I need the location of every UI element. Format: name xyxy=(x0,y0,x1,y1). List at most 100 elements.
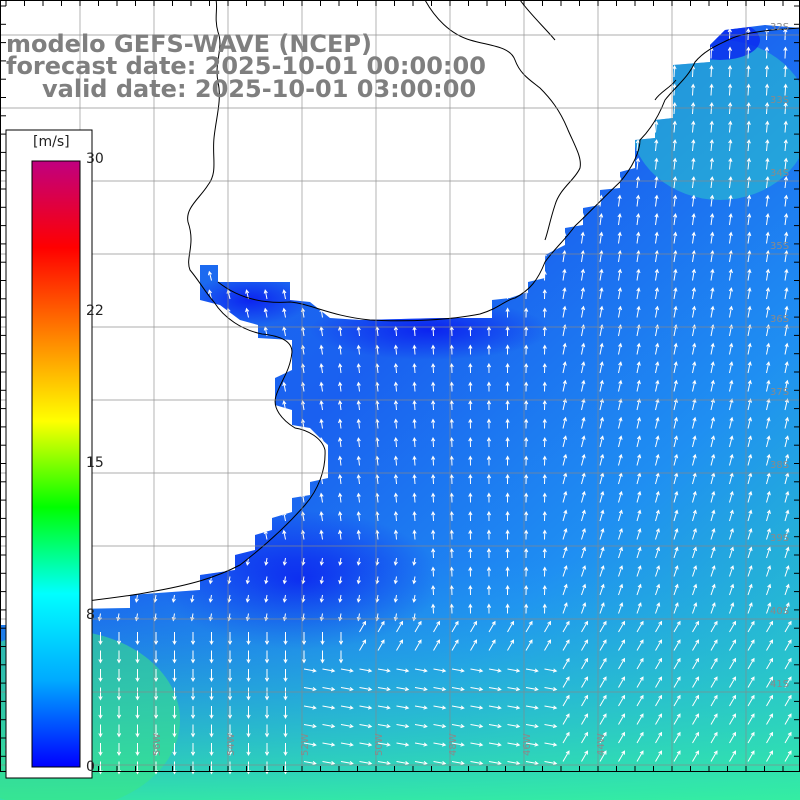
wind-arrow xyxy=(764,46,770,59)
wind-arrow xyxy=(655,583,661,596)
wind-arrow xyxy=(431,140,436,152)
wind-arrow xyxy=(542,381,547,392)
wind-arrow xyxy=(599,231,604,244)
wind-arrow xyxy=(414,620,422,633)
wind-arrow xyxy=(356,270,361,281)
wind-arrow xyxy=(525,620,533,633)
wind-arrow xyxy=(414,687,428,692)
wind-arrow xyxy=(451,705,465,710)
wind-arrow xyxy=(746,64,751,78)
wind-arrow xyxy=(673,490,679,503)
wind-arrow xyxy=(618,713,626,725)
wind-arrow xyxy=(319,104,324,115)
wind-arrow xyxy=(433,742,447,747)
wind-arrow xyxy=(470,668,484,673)
wind-arrow xyxy=(338,400,343,411)
wind-arrow xyxy=(617,139,622,152)
wind-arrow xyxy=(282,270,287,281)
wind-arrow xyxy=(412,177,417,189)
wind-arrow xyxy=(784,379,789,392)
wind-arrow xyxy=(338,632,344,646)
wind-arrow xyxy=(207,159,212,170)
wind-arrow xyxy=(673,546,679,559)
wind-arrow xyxy=(729,546,734,559)
wind-arrow xyxy=(691,231,696,244)
wind-arrow xyxy=(561,83,566,96)
wind-arrow xyxy=(766,435,771,448)
wind-arrow xyxy=(581,639,589,651)
wind-arrow xyxy=(468,29,473,41)
wind-arrow xyxy=(209,724,214,738)
wind-arrow xyxy=(783,157,788,170)
wind-arrow xyxy=(710,213,715,226)
lat-label: 41S xyxy=(770,679,789,690)
wind-arrow xyxy=(115,289,120,300)
wind-arrow xyxy=(486,29,492,41)
wind-arrow xyxy=(338,474,343,485)
wind-arrow xyxy=(618,694,626,707)
wind-arrow xyxy=(672,101,677,115)
wind-arrow xyxy=(207,326,212,337)
wind-arrow xyxy=(282,196,287,207)
wind-arrow xyxy=(319,270,324,281)
wind-arrow xyxy=(654,305,660,318)
wind-arrow xyxy=(319,196,324,207)
wind-arrow xyxy=(618,342,623,355)
wind-arrow xyxy=(207,233,212,244)
wind-arrow xyxy=(599,565,605,577)
wind-arrow xyxy=(470,705,484,710)
wind-arrow xyxy=(377,639,385,651)
wind-arrow xyxy=(599,305,604,318)
wind-arrow xyxy=(766,398,771,411)
wind-arrow xyxy=(245,381,250,392)
wind-arrow xyxy=(636,472,642,485)
wind-arrow xyxy=(507,724,521,729)
wind-arrow xyxy=(673,750,681,762)
wind-arrow xyxy=(747,620,755,633)
wind-arrow xyxy=(449,418,454,429)
wind-arrow xyxy=(561,176,567,189)
wind-arrow xyxy=(96,104,101,115)
wind-arrow xyxy=(189,529,194,540)
lat-lon-grid xyxy=(0,0,800,772)
wind-arrow xyxy=(524,233,529,244)
wind-arrow xyxy=(133,400,138,411)
wind-arrow xyxy=(655,379,660,392)
wind-arrow xyxy=(170,455,175,466)
wind-arrow xyxy=(431,307,436,318)
wind-arrow xyxy=(542,510,547,522)
wind-arrow xyxy=(189,400,194,411)
wind-arrow xyxy=(507,668,521,673)
wind-arrow xyxy=(561,157,566,170)
wind-arrow xyxy=(636,620,644,633)
wind-arrow xyxy=(468,473,473,485)
wind-arrow xyxy=(433,724,447,729)
wind-arrow xyxy=(636,416,641,429)
wind-arrow xyxy=(655,435,660,448)
wind-arrow xyxy=(747,342,752,355)
wind-arrow xyxy=(766,342,771,355)
wind-arrow xyxy=(414,742,428,747)
wind-arrow xyxy=(636,342,641,355)
wind-arrow xyxy=(449,344,454,355)
wind-arrow xyxy=(635,27,640,41)
wind-arrow xyxy=(207,363,212,374)
wind-arrow xyxy=(635,176,641,189)
wind-arrow xyxy=(765,231,770,244)
wind-arrow xyxy=(542,566,547,577)
wind-arrow xyxy=(525,705,539,710)
wind-arrow xyxy=(245,557,250,566)
wind-arrow xyxy=(783,176,789,189)
forecast-date: forecast date: 2025-10-01 00:00:00 xyxy=(6,52,486,80)
wind-arrow xyxy=(263,511,268,522)
wind-arrow xyxy=(282,576,287,585)
wind-arrow xyxy=(765,120,770,133)
wind-arrow xyxy=(431,529,436,540)
wind-arrow xyxy=(412,557,417,566)
wind-arrow xyxy=(581,416,586,429)
wind-arrow xyxy=(784,657,792,670)
wind-arrow xyxy=(486,103,492,115)
wind-arrow xyxy=(766,490,771,503)
lat-label: 36S xyxy=(770,314,789,325)
wind-arrow xyxy=(263,363,268,374)
